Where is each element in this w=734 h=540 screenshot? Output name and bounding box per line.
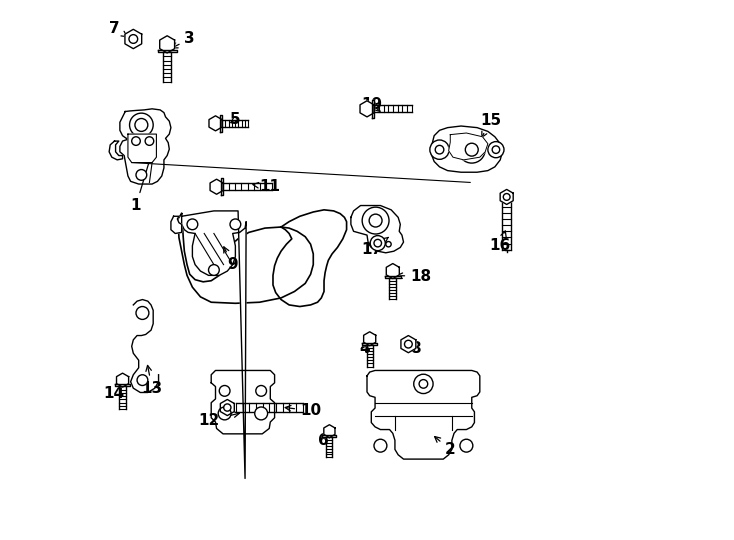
Circle shape <box>419 380 428 388</box>
Text: 8: 8 <box>410 341 421 356</box>
Circle shape <box>378 241 383 247</box>
Circle shape <box>362 207 389 234</box>
Polygon shape <box>125 29 142 49</box>
Text: 11: 11 <box>253 179 281 194</box>
Polygon shape <box>362 343 377 345</box>
Polygon shape <box>322 435 336 437</box>
Circle shape <box>131 137 140 145</box>
Circle shape <box>255 386 266 396</box>
Polygon shape <box>448 133 488 160</box>
Text: 17: 17 <box>362 238 388 257</box>
Polygon shape <box>273 210 346 307</box>
Polygon shape <box>220 115 222 132</box>
Polygon shape <box>210 179 223 194</box>
Circle shape <box>370 235 385 251</box>
Text: 5: 5 <box>230 112 241 127</box>
Circle shape <box>370 241 375 247</box>
Polygon shape <box>171 217 181 233</box>
Text: 6: 6 <box>318 432 331 448</box>
Circle shape <box>129 35 138 43</box>
Polygon shape <box>385 275 401 278</box>
Polygon shape <box>360 101 374 117</box>
Circle shape <box>374 439 387 452</box>
Circle shape <box>208 265 219 275</box>
Text: 18: 18 <box>397 269 432 284</box>
Polygon shape <box>117 373 128 387</box>
Circle shape <box>145 137 153 145</box>
Text: 3: 3 <box>172 31 195 48</box>
Text: 4: 4 <box>359 341 370 356</box>
Polygon shape <box>209 116 222 131</box>
Polygon shape <box>181 211 246 478</box>
Circle shape <box>218 407 231 420</box>
Circle shape <box>129 113 153 137</box>
Polygon shape <box>220 400 234 416</box>
Circle shape <box>460 439 473 452</box>
Text: 10: 10 <box>286 403 321 418</box>
Circle shape <box>504 193 510 200</box>
Text: 2: 2 <box>435 436 456 457</box>
Polygon shape <box>131 300 159 393</box>
Circle shape <box>224 404 231 411</box>
Text: 19: 19 <box>362 97 383 112</box>
Polygon shape <box>178 214 313 303</box>
Polygon shape <box>372 100 374 118</box>
Circle shape <box>374 239 382 247</box>
Polygon shape <box>160 36 175 53</box>
Polygon shape <box>128 134 156 163</box>
Polygon shape <box>401 335 415 353</box>
Text: 15: 15 <box>480 113 501 137</box>
Circle shape <box>136 307 149 320</box>
Circle shape <box>135 118 148 131</box>
Polygon shape <box>500 190 513 205</box>
Circle shape <box>458 136 485 163</box>
Circle shape <box>187 219 197 230</box>
Polygon shape <box>120 109 171 184</box>
Polygon shape <box>221 178 223 195</box>
Circle shape <box>404 340 413 348</box>
Text: 16: 16 <box>490 231 511 253</box>
Polygon shape <box>363 332 376 346</box>
Circle shape <box>137 375 148 386</box>
Text: 9: 9 <box>224 247 238 272</box>
Text: 7: 7 <box>109 21 127 37</box>
Circle shape <box>230 219 241 230</box>
Circle shape <box>493 146 500 153</box>
Polygon shape <box>211 370 275 434</box>
Polygon shape <box>109 141 123 160</box>
Circle shape <box>488 141 504 158</box>
Polygon shape <box>324 425 335 437</box>
Polygon shape <box>115 384 130 387</box>
Text: 14: 14 <box>103 381 124 401</box>
Polygon shape <box>351 206 404 253</box>
Text: 12: 12 <box>198 412 239 428</box>
Polygon shape <box>367 370 480 459</box>
Circle shape <box>430 140 449 159</box>
Circle shape <box>255 407 268 420</box>
Circle shape <box>369 214 382 227</box>
Circle shape <box>465 143 479 156</box>
Circle shape <box>414 374 433 394</box>
Circle shape <box>435 145 444 154</box>
Text: 1: 1 <box>131 156 152 213</box>
Polygon shape <box>158 50 177 52</box>
Polygon shape <box>432 126 502 172</box>
Circle shape <box>386 241 391 247</box>
Circle shape <box>219 386 230 396</box>
Circle shape <box>136 170 147 180</box>
Text: 13: 13 <box>142 366 163 396</box>
Polygon shape <box>386 264 399 279</box>
